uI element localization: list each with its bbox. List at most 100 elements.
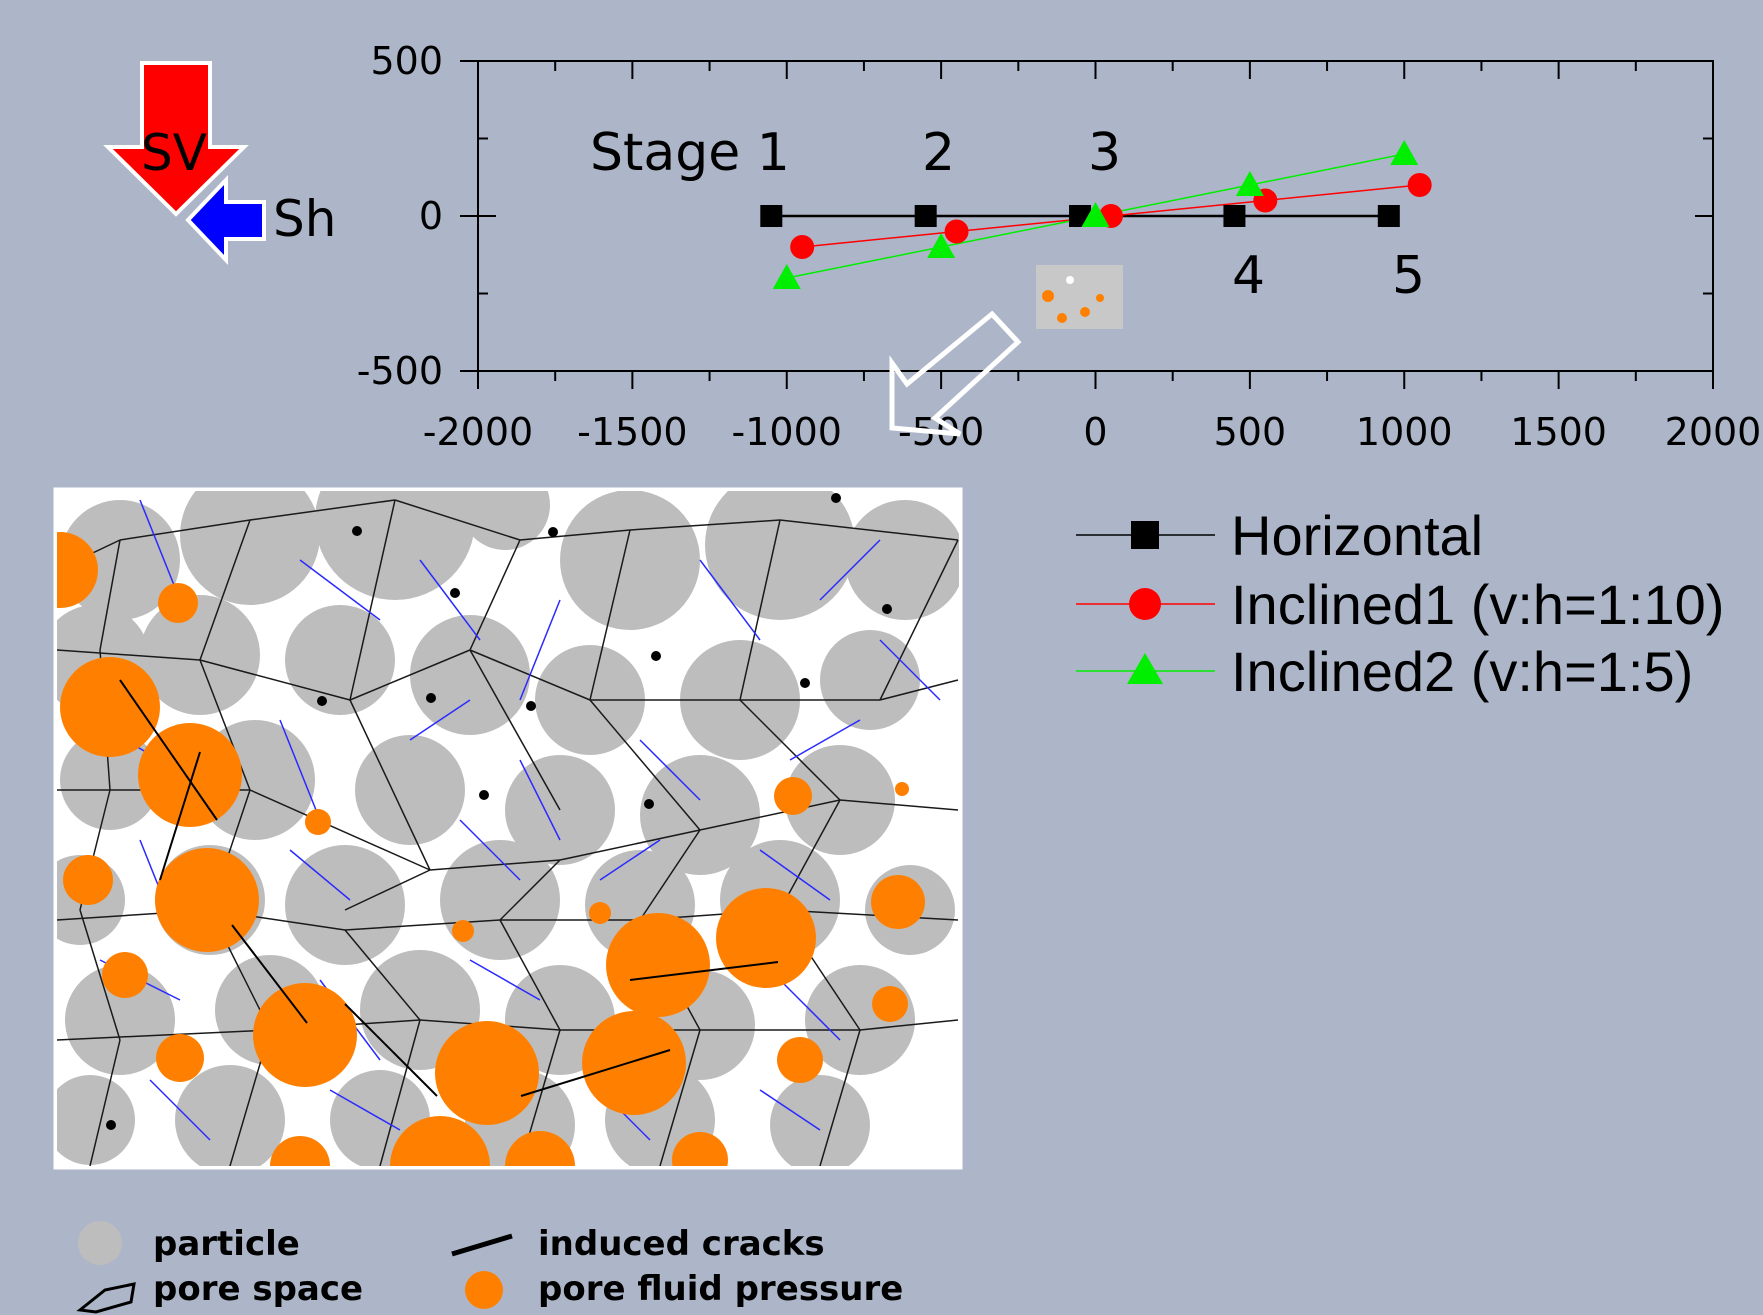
sv-label: SV bbox=[141, 124, 207, 182]
data-point-triangle bbox=[772, 264, 801, 289]
contact-line bbox=[629, 519, 781, 531]
crack-line bbox=[759, 849, 831, 901]
pore-fluid-circle bbox=[716, 888, 816, 988]
induced-crack-line bbox=[344, 1003, 438, 1097]
particle bbox=[315, 491, 475, 600]
particle-swatch-icon bbox=[78, 1221, 122, 1265]
pore-dot bbox=[106, 1120, 116, 1130]
crack-line bbox=[469, 959, 541, 1001]
pore-fluid-circle bbox=[672, 1132, 728, 1166]
contact-line bbox=[819, 1029, 861, 1166]
pore-fluid-swatch-icon bbox=[465, 1271, 503, 1309]
crack-line bbox=[639, 739, 701, 801]
pore-fluid-circle bbox=[606, 913, 710, 1017]
particle bbox=[285, 845, 405, 965]
contact-line bbox=[499, 859, 561, 921]
pore-dot bbox=[526, 701, 536, 711]
contact-line bbox=[344, 929, 421, 1021]
contact-line bbox=[344, 869, 431, 911]
crack-line bbox=[519, 599, 561, 701]
particle bbox=[140, 595, 260, 715]
pore-dot bbox=[426, 693, 436, 703]
induced-crack-line bbox=[520, 1049, 671, 1097]
crack-line bbox=[409, 699, 471, 741]
particle bbox=[845, 500, 959, 620]
series-markers bbox=[760, 140, 1432, 289]
particle bbox=[820, 630, 920, 730]
x-tick-label: 2000 bbox=[1665, 410, 1762, 454]
contact-line bbox=[119, 519, 251, 541]
contact-line bbox=[349, 649, 471, 701]
zoom-indicator bbox=[889, 265, 1123, 437]
contact-line bbox=[879, 679, 959, 701]
x-tick-label: -1000 bbox=[732, 410, 842, 454]
x-tick-label: -2000 bbox=[423, 410, 533, 454]
data-point-circle bbox=[1407, 173, 1432, 197]
contact-line bbox=[699, 799, 841, 831]
key-pore-fluid-label: pore fluid pressure bbox=[538, 1269, 903, 1309]
pore-fluid-circle bbox=[505, 1131, 575, 1166]
pore-fluid-circle bbox=[156, 1034, 204, 1082]
pore-fluid-circle bbox=[871, 875, 925, 929]
data-point-square bbox=[1377, 205, 1400, 227]
particle bbox=[440, 840, 560, 960]
thumbnail-dot bbox=[1096, 294, 1104, 302]
contact-line bbox=[519, 529, 631, 541]
contact-line bbox=[739, 519, 781, 701]
legend-marker-circle bbox=[1129, 588, 1161, 620]
contact-line bbox=[89, 1039, 121, 1166]
particle bbox=[640, 755, 760, 875]
x-tick-label: 500 bbox=[1214, 410, 1287, 454]
x-tick-label: -1500 bbox=[577, 410, 687, 454]
x-tick-label: 1000 bbox=[1356, 410, 1453, 454]
data-point-triangle bbox=[1390, 140, 1419, 165]
contact-line bbox=[779, 519, 959, 541]
contact-line bbox=[839, 799, 959, 811]
microstructure-border bbox=[53, 487, 963, 1170]
contact-line bbox=[199, 659, 351, 701]
pore-fluid-pressure bbox=[57, 532, 925, 1166]
particle bbox=[770, 1075, 870, 1166]
particle bbox=[57, 1075, 135, 1165]
particle bbox=[65, 965, 175, 1075]
crack-line bbox=[879, 639, 941, 701]
data-point-square bbox=[760, 205, 783, 227]
contact-line bbox=[469, 649, 561, 811]
contact-line bbox=[859, 1019, 959, 1031]
contact-line bbox=[639, 829, 701, 921]
data-point-circle bbox=[790, 235, 815, 259]
particle bbox=[285, 605, 395, 715]
contact-line bbox=[57, 649, 201, 661]
x-axis: -2000 -1500 -1000 -500 0 500 1000 1500 2000 bbox=[423, 61, 1762, 454]
stage-location-chart: -2000 -1500 -1000 -500 0 500 1000 1500 2000 500 0… bbox=[357, 39, 1762, 454]
contact-line bbox=[349, 699, 431, 871]
pore-fluid-circle bbox=[63, 855, 113, 905]
pore-dot bbox=[644, 799, 654, 809]
data-point-square bbox=[1223, 205, 1246, 227]
contact-line bbox=[499, 919, 561, 1031]
pore-fluid-circle bbox=[158, 583, 198, 623]
contact-line bbox=[199, 659, 251, 791]
crack-line bbox=[459, 819, 521, 881]
key-induced-cracks-label: induced cracks bbox=[538, 1224, 825, 1264]
particle bbox=[560, 491, 700, 630]
crack-line bbox=[789, 719, 861, 761]
pore-fluid-circle bbox=[872, 986, 908, 1022]
pore-fluid-circle bbox=[582, 1011, 686, 1115]
contact-line bbox=[659, 1029, 701, 1166]
stage-label: 5 bbox=[1392, 246, 1425, 306]
contact-line bbox=[589, 699, 701, 831]
legend-label-inclined2: Inclined2 (v:h=1:5) bbox=[1231, 640, 1693, 703]
legend-marker-square bbox=[1131, 521, 1159, 549]
pore-dot bbox=[651, 651, 661, 661]
pore-fluid-circle bbox=[270, 1136, 330, 1166]
contact-line bbox=[344, 919, 501, 931]
crack-line bbox=[699, 559, 761, 641]
data-point-triangle bbox=[927, 233, 956, 258]
sv-arrow-icon bbox=[103, 61, 249, 217]
stage-label: Stage 1 bbox=[590, 123, 790, 183]
crack-line bbox=[329, 1089, 401, 1131]
pore-dot bbox=[352, 526, 362, 536]
pore-fluid-circle bbox=[102, 952, 148, 998]
pore-dot bbox=[317, 696, 327, 706]
